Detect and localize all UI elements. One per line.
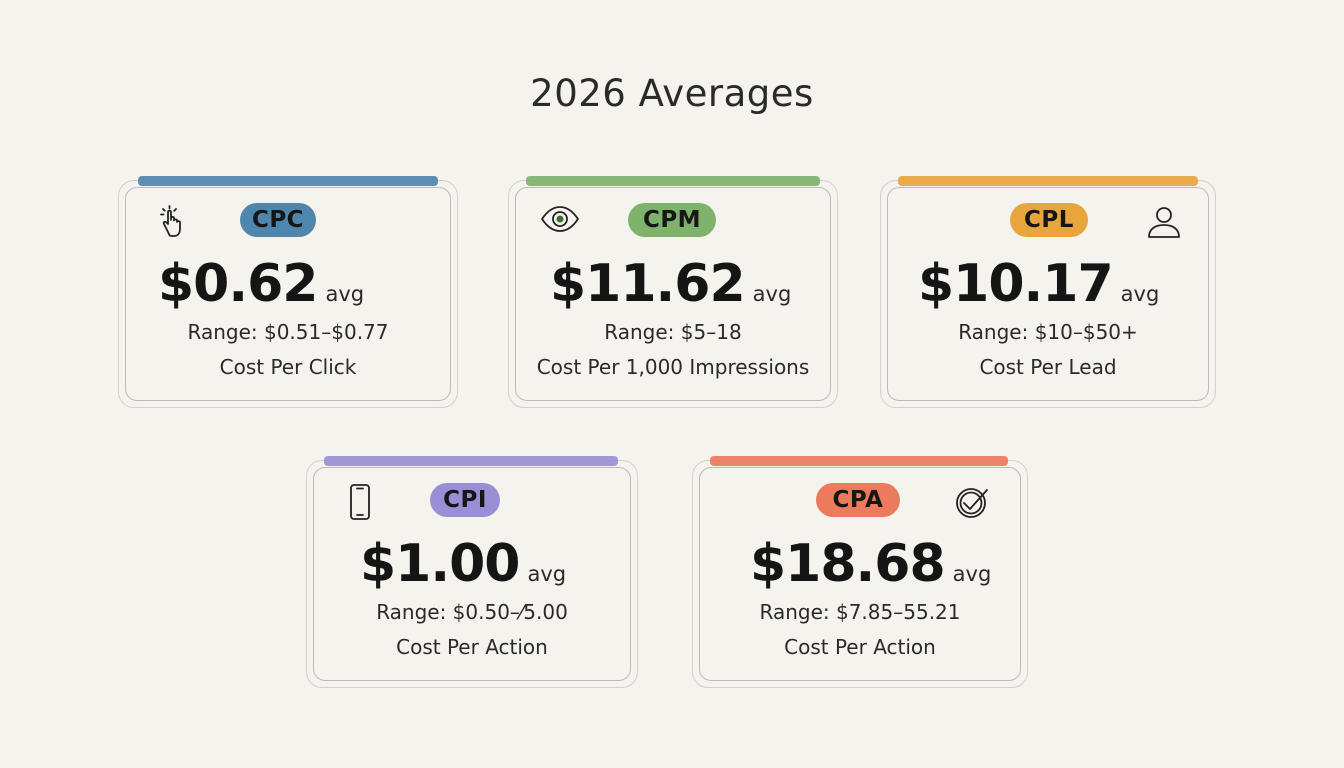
metric-card-cpc: CPC $0.62 avg Range: $0.51–$0.77 Cost Per… (118, 176, 458, 408)
avg-value: $18.68 (750, 534, 946, 594)
metric-description: Cost Per 1,000 Impressions (536, 355, 810, 379)
avg-label: avg (527, 562, 567, 586)
accent-bar (324, 456, 618, 466)
range-text: Range: $10–$50+ (958, 320, 1138, 344)
badge-cpc: CPC (240, 203, 316, 237)
badge-cpl: CPL (1010, 203, 1088, 237)
value-row: $11.62 avg (550, 254, 791, 314)
range-text: Range: $7.85–55.21 (759, 600, 961, 624)
value-row: $0.62 avg (158, 254, 364, 314)
avg-value: $10.17 (918, 254, 1114, 314)
avg-value: $0.62 (158, 254, 318, 314)
accent-bar (526, 176, 820, 186)
metric-description: Cost Per Action (784, 635, 936, 659)
pointer-click-icon (152, 202, 192, 242)
eye-icon (540, 199, 580, 239)
metric-card-cpm: CPM $11.62 avg Range: $5–18 Cost Per 1,00… (508, 176, 838, 408)
metric-card-cpl: CPL $10.17 avg Range: $10–$50+ Cost Per L… (880, 176, 1216, 408)
accent-bar (138, 176, 438, 186)
badge-cpa: CPA (816, 483, 900, 517)
check-circle-icon (952, 482, 992, 522)
badge-cpi: CPI (430, 483, 500, 517)
range-text: Range: $0.50–⁄5.00 (376, 600, 568, 624)
metric-card-cpa: CPA $18.68 avg Range: $7.85–55.21 Cost Pe… (692, 456, 1028, 688)
value-row: $18.68 avg (750, 534, 991, 594)
avg-value: $1.00 (360, 534, 520, 594)
metric-card-cpi: CPI $1.00 avg Range: $0.50–⁄5.00 Cost Per… (306, 456, 638, 688)
page-title: 2026 Averages (530, 72, 814, 115)
avg-label: avg (1120, 282, 1160, 306)
avg-label: avg (752, 282, 792, 306)
value-row: $1.00 avg (360, 534, 566, 594)
phone-icon (340, 482, 380, 522)
metric-description: Cost Per Click (219, 355, 357, 379)
metric-description: Cost Per Action (396, 635, 548, 659)
range-text: Range: $5–18 (604, 320, 742, 344)
range-text: Range: $0.51–$0.77 (187, 320, 389, 344)
avg-label: avg (952, 562, 992, 586)
avg-value: $11.62 (550, 254, 746, 314)
avg-label: avg (325, 282, 365, 306)
user-icon (1144, 202, 1184, 242)
accent-bar (898, 176, 1198, 186)
value-row: $10.17 avg (918, 254, 1159, 314)
badge-cpm: CPM (628, 203, 716, 237)
metric-description: Cost Per Lead (979, 355, 1117, 379)
accent-bar (710, 456, 1008, 466)
